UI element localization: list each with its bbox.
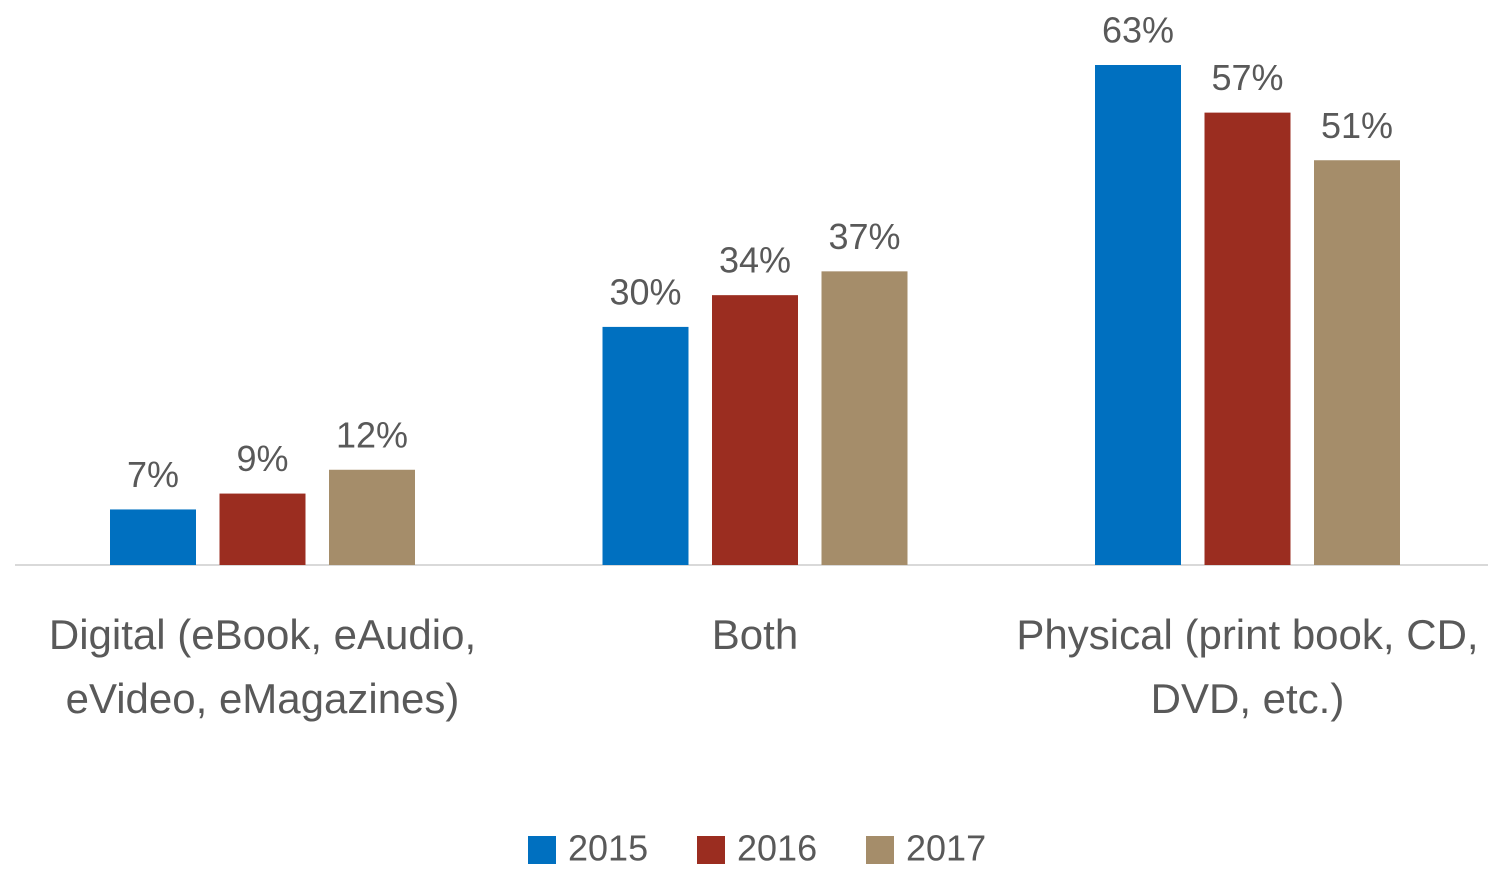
bar xyxy=(1095,65,1181,565)
data-label: 34% xyxy=(719,240,791,281)
x-tick-label: Digital (eBook, eAudio, eVideo, eMagazin… xyxy=(48,611,477,722)
data-label: 57% xyxy=(1211,57,1283,98)
x-tick-label: Physical (print book, CD, DVD, etc.) xyxy=(1016,611,1479,722)
legend-swatch xyxy=(697,836,725,864)
data-label: 12% xyxy=(336,414,408,455)
legend-swatch xyxy=(866,836,894,864)
legend-label: 2017 xyxy=(906,828,986,869)
data-label: 9% xyxy=(236,438,288,479)
data-label: 37% xyxy=(828,216,900,257)
data-label: 30% xyxy=(609,271,681,312)
bar xyxy=(602,326,689,565)
data-label: 51% xyxy=(1321,105,1393,146)
legend-label: 2015 xyxy=(568,828,648,869)
legend-label: 2016 xyxy=(737,828,817,869)
bar xyxy=(110,509,196,565)
data-label: 7% xyxy=(127,454,179,495)
bar xyxy=(1204,112,1291,565)
bar xyxy=(821,271,908,565)
data-label: 63% xyxy=(1102,10,1174,51)
legend-swatch xyxy=(528,836,556,864)
bar xyxy=(712,295,798,565)
x-tick-label: Both xyxy=(711,611,799,658)
bar xyxy=(1314,160,1400,565)
bar xyxy=(219,493,306,565)
bar xyxy=(329,469,415,565)
